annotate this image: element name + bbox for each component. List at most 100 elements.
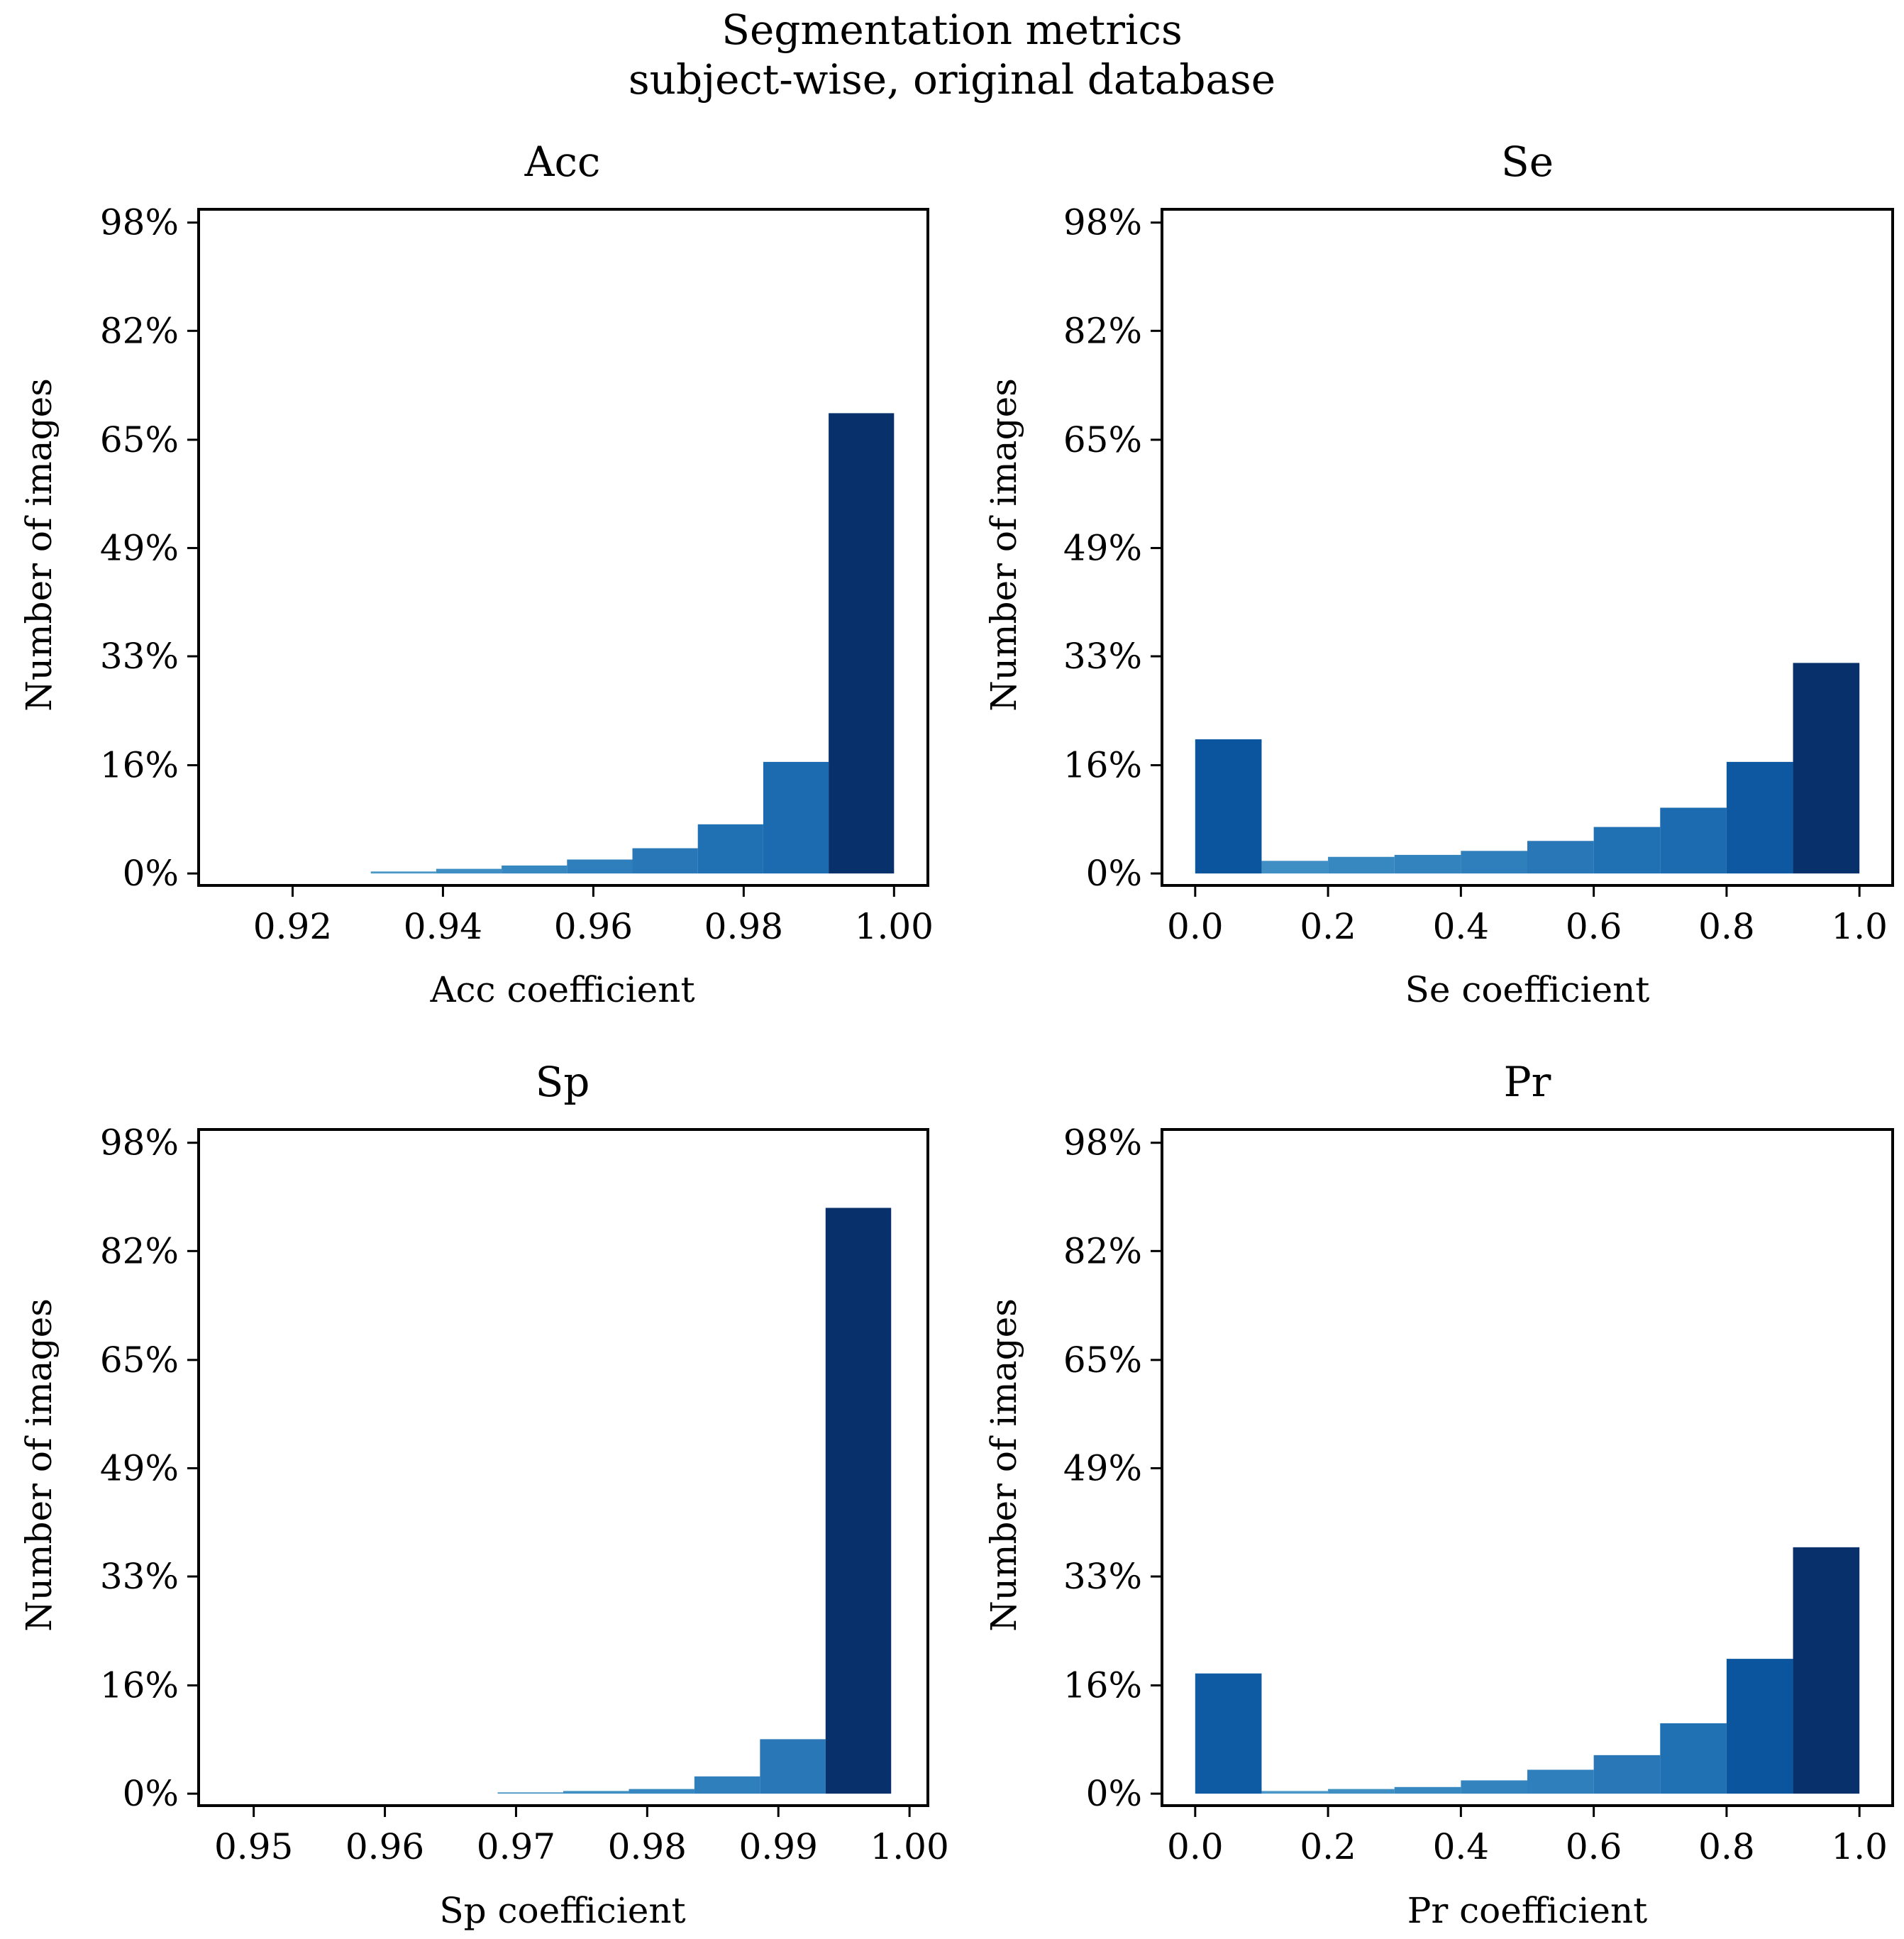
y-tick-label: 82% [1063, 1230, 1142, 1271]
panel-title: Se [1501, 138, 1554, 186]
y-tick-label: 0% [1086, 1773, 1142, 1814]
plot-frame [1161, 1128, 1894, 1807]
axis-ticks: 0% 16% 33% 49% 65% 82% 98% 0.92 0.94 0.96 0.98 1.00 [100, 202, 934, 947]
panel-sp: Sp Number of images Sp coefficient 0% 16%… [18, 1058, 949, 1931]
panel-se: Se Number of images Se coefficient 0% 16%… [983, 138, 1894, 1010]
y-axis-label: Number of images [18, 378, 60, 712]
histogram-bar [1527, 841, 1594, 874]
y-tick-label: 98% [100, 1122, 179, 1164]
histogram-bar [697, 824, 763, 874]
histogram-bar [1261, 861, 1329, 874]
histogram-bar [1461, 1780, 1527, 1794]
x-tick-label: 1.00 [870, 1826, 948, 1867]
y-tick-label: 65% [1063, 419, 1142, 460]
y-tick-label: 49% [100, 527, 179, 568]
histogram-bar [629, 1789, 694, 1794]
x-tick-label: 0.6 [1566, 1826, 1622, 1867]
y-tick-label: 82% [1063, 310, 1142, 351]
y-tick-label: 0% [123, 1773, 179, 1814]
y-tick-label: 82% [100, 310, 179, 351]
panel-title: Pr [1504, 1058, 1551, 1106]
histogram-bar [760, 1739, 826, 1794]
histogram-bar [1195, 739, 1262, 874]
histogram-bar [1195, 1673, 1262, 1794]
histogram-bar [1328, 1789, 1395, 1794]
plot-frame [197, 208, 929, 887]
histogram-bar [1726, 1659, 1793, 1794]
histogram-bar [497, 1792, 563, 1794]
histogram-bar [632, 848, 698, 874]
histogram-bar [1593, 827, 1661, 874]
x-tick-label: 0.99 [739, 1826, 818, 1867]
histogram-bar [829, 413, 895, 874]
x-tick-label: 1.0 [1831, 1826, 1888, 1867]
histogram-bar [1793, 663, 1860, 874]
axis-ticks: 0% 16% 33% 49% 65% 82% 98% 0.0 0.2 0.4 0.6 0.8 1.0 [1063, 202, 1888, 947]
panel-acc: Acc Number of images Acc coefficient 0% 1… [18, 138, 934, 1010]
panel-title: Acc [524, 138, 601, 186]
x-tick-label: 0.97 [477, 1826, 555, 1867]
histogram-bar [694, 1776, 760, 1794]
x-tick-label: 0.94 [404, 906, 482, 947]
histogram-bar [1394, 1786, 1461, 1794]
x-tick-label: 0.95 [214, 1826, 293, 1867]
x-tick-label: 0.0 [1167, 906, 1224, 947]
y-tick-label: 65% [100, 419, 179, 460]
x-tick-label: 1.0 [1831, 906, 1888, 947]
histogram-bar [563, 1791, 629, 1794]
y-tick-label: 0% [1086, 853, 1142, 894]
y-tick-label: 33% [100, 1556, 179, 1597]
x-tick-label: 0.0 [1167, 1826, 1224, 1867]
y-tick-label: 82% [100, 1230, 179, 1271]
x-tick-label: 0.98 [608, 1826, 687, 1867]
histogram-bar [1660, 807, 1727, 874]
histogram-bar [370, 871, 436, 874]
bars [370, 413, 895, 874]
y-tick-label: 33% [100, 636, 179, 677]
axis-ticks: 0% 16% 33% 49% 65% 82% 98% 0.95 0.96 0.97 0.98 0.99… [100, 1122, 949, 1867]
plot-frame [1161, 208, 1894, 887]
histogram-bar [1660, 1723, 1727, 1794]
x-tick-label: 0.96 [554, 906, 633, 947]
x-tick-label: 0.6 [1566, 906, 1622, 947]
y-axis-label: Number of images [983, 378, 1024, 712]
histogram-bar [436, 868, 502, 874]
histogram-bar [1261, 1791, 1329, 1794]
histogram-bar [567, 859, 633, 874]
bars [497, 1208, 892, 1794]
y-axis-label: Number of images [983, 1298, 1024, 1632]
x-tick-label: 0.4 [1433, 1826, 1490, 1867]
x-tick-label: 0.8 [1698, 906, 1755, 947]
x-tick-label: 0.96 [345, 1826, 424, 1867]
y-tick-label: 16% [100, 745, 179, 786]
x-tick-label: 1.00 [855, 906, 934, 947]
histogram-bar [1793, 1547, 1860, 1794]
y-tick-label: 98% [1063, 202, 1142, 243]
histogram-bar [1394, 854, 1461, 874]
y-tick-label: 16% [1063, 1665, 1142, 1706]
x-axis-label: Acc coefficient [429, 969, 694, 1010]
y-tick-label: 33% [1063, 636, 1142, 677]
y-tick-label: 65% [100, 1339, 179, 1381]
bars [1195, 663, 1860, 874]
figure-title-line-2: subject-wise, original database [629, 55, 1275, 104]
histogram-bar [1328, 856, 1395, 874]
y-tick-label: 16% [1063, 745, 1142, 786]
y-tick-label: 33% [1063, 1556, 1142, 1597]
axis-ticks: 0% 16% 33% 49% 65% 82% 98% 0.0 0.2 0.4 0.6 0.8 1.0 [1063, 1122, 1888, 1867]
x-axis-label: Sp coefficient [439, 1890, 685, 1931]
histogram-bar [763, 761, 829, 874]
bars [1195, 1547, 1860, 1794]
x-tick-label: 0.92 [253, 906, 332, 947]
panel-pr: Pr Number of images Pr coefficient 0% 16%… [983, 1058, 1894, 1931]
x-tick-label: 0.2 [1300, 1826, 1356, 1867]
x-tick-label: 0.2 [1300, 906, 1356, 947]
histogram-bar [1726, 761, 1793, 874]
y-tick-label: 65% [1063, 1339, 1142, 1381]
plot-frame [197, 1128, 929, 1807]
x-tick-label: 0.8 [1698, 1826, 1755, 1867]
y-tick-label: 98% [100, 202, 179, 243]
panel-title: Sp [536, 1058, 590, 1106]
x-tick-label: 0.98 [704, 906, 783, 947]
